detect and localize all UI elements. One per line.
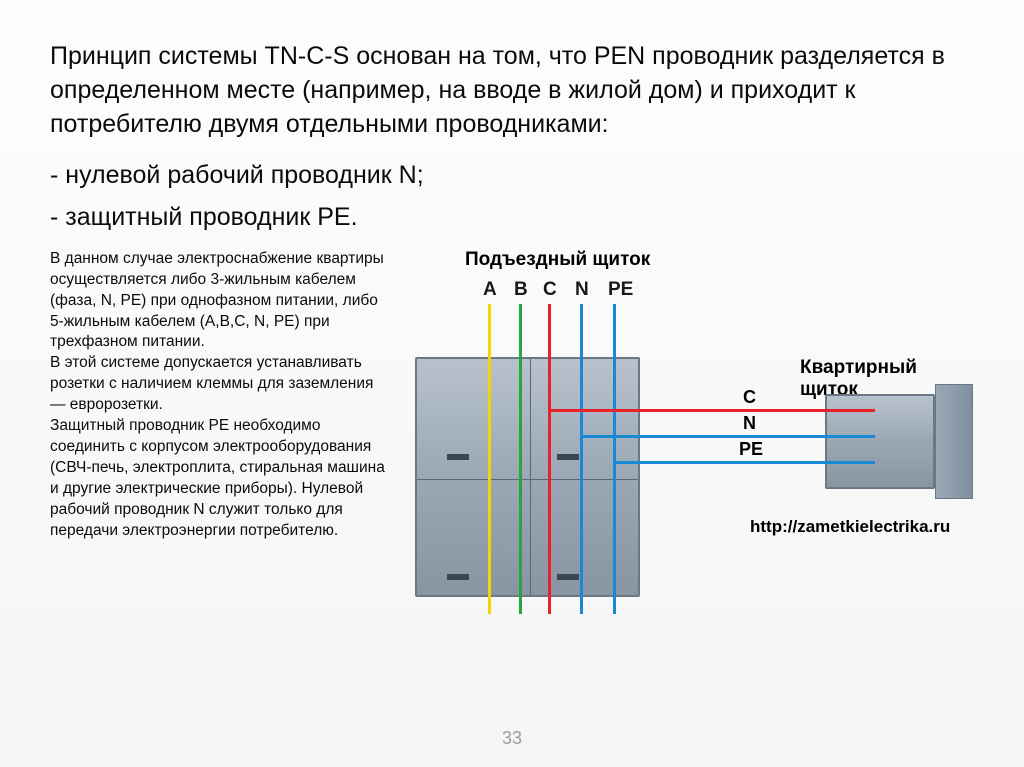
branch-label-PE: PE — [739, 439, 763, 460]
phase-label-B: B — [514, 279, 528, 301]
phase-label-PE: PE — [608, 279, 633, 301]
branch-label-C: C — [743, 387, 756, 408]
slide-number: 33 — [502, 728, 522, 749]
apartment-panel-door — [935, 384, 973, 499]
wiring-diagram: Подъездный щитокКвартирный щитокABCNPECN… — [405, 249, 974, 679]
branch-wire-PE — [613, 461, 875, 464]
main-paragraph: Принцип системы TN-C-S основан на том, ч… — [50, 40, 974, 141]
branch-label-N: N — [743, 413, 756, 434]
branch-wire-N — [580, 435, 875, 438]
wire-B — [519, 304, 522, 614]
description-text: В данном случае электроснабжение квартир… — [50, 249, 405, 679]
source-url: http://zametkielectrika.ru — [750, 517, 950, 537]
wire-A — [488, 304, 491, 614]
wire-PE — [613, 304, 616, 614]
phase-label-C: C — [543, 279, 557, 301]
branch-wire-C — [548, 409, 875, 412]
wire-N — [580, 304, 583, 614]
wire-C — [548, 304, 551, 614]
bullet-n: - нулевой рабочий проводник N; — [50, 159, 974, 193]
entrance-panel — [415, 357, 640, 597]
label-entrance-panel: Подъездный щиток — [465, 249, 650, 271]
phase-label-N: N — [575, 279, 589, 301]
bullet-pe: - защитный проводник PE. — [50, 201, 974, 235]
phase-label-A: A — [483, 279, 497, 301]
